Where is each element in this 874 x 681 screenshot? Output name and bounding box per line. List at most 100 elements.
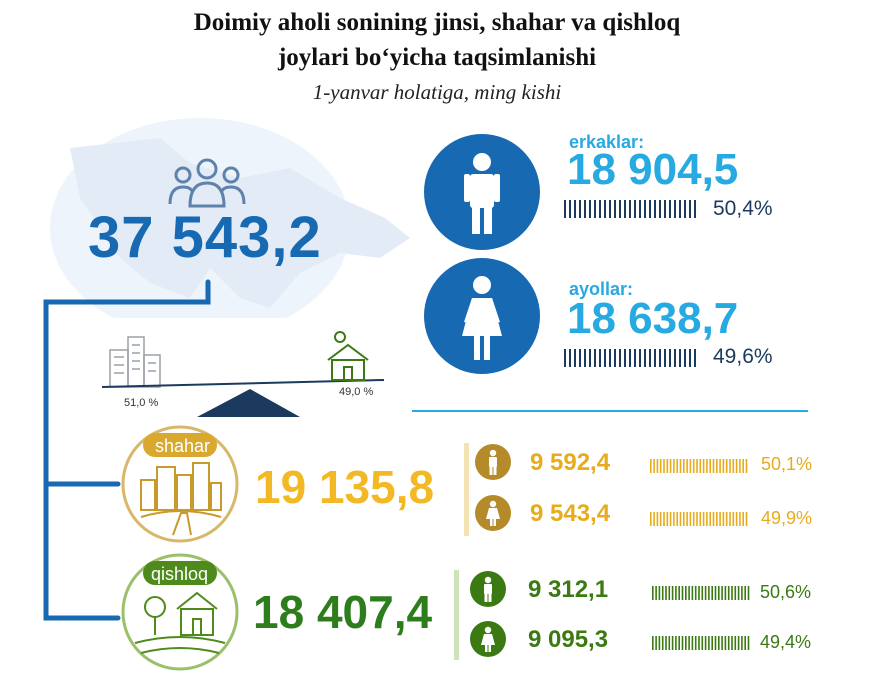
tick-mark [652,586,654,600]
tick-mark [634,349,636,367]
page-title: Doimiy aholi sonining jinsi, shahar va q… [193,9,681,36]
tick-mark [727,586,730,600]
tick-mark [659,200,661,218]
tick-mark [614,349,616,367]
tick-mark [721,636,723,650]
urban-women-value: 9 543,4 [530,500,611,527]
tick-mark [714,586,717,600]
tick-mark [665,636,667,650]
tick-mark [732,512,735,526]
tick-mark [629,200,631,218]
tick-mark [634,200,636,218]
tick-mark [676,459,678,473]
tick-mark [694,349,696,367]
total-population-value: 37 543,2 [88,205,322,270]
tick-mark [661,636,664,650]
tick-mark [659,349,661,367]
tick-mark [721,586,723,600]
tick-mark [653,512,655,526]
tick-mark [653,459,655,473]
tick-mark [650,459,652,473]
tick-mark [719,512,721,526]
tick-mark [744,636,746,650]
tick-mark [689,512,692,526]
rural-men-value: 9 312,1 [528,576,609,603]
rural-circle-icon [121,553,239,671]
rural-label: qishloq [151,564,209,584]
tick-mark [694,636,697,650]
tick-mark [674,200,676,218]
tick-mark [681,636,684,650]
tick-mark [678,586,680,600]
rural-total-value: 18 407,4 [253,586,433,638]
tick-mark [739,459,741,473]
urban-women-icon [475,495,511,531]
tick-mark [747,636,750,650]
tick-mark [574,349,576,367]
tick-mark [731,586,733,600]
tick-mark [594,349,596,367]
tick-mark [691,586,694,600]
tick-mark [741,586,743,600]
urban-men-icon [475,444,511,480]
tick-mark [663,459,665,473]
page-subtitle: 1-yanvar holatiga, ming kishi [312,80,562,104]
tick-mark [668,636,671,650]
tick-mark [718,636,720,650]
tick-mark [669,512,672,526]
tick-mark [624,200,626,218]
tick-mark [708,586,710,600]
tick-mark [745,512,748,526]
tick-mark [589,349,591,367]
tick-mark [685,636,687,650]
tick-mark [644,200,646,218]
tick-mark [696,459,698,473]
tick-mark [664,200,666,218]
tick-mark [584,200,586,218]
rural-women-tick-bar [652,636,750,650]
tick-mark [671,586,674,600]
tick-mark [669,200,671,218]
tick-mark [725,512,728,526]
women-value: 18 638,7 [567,294,739,343]
tick-mark [579,349,581,367]
tick-mark [679,200,681,218]
tick-mark [656,512,659,526]
tick-mark [724,586,727,600]
tick-mark [681,586,684,600]
tick-mark [678,636,680,650]
tick-mark [659,512,662,526]
tick-mark [655,636,657,650]
tick-mark [683,512,685,526]
tick-mark [704,586,707,600]
tick-mark [661,586,664,600]
tick-mark [659,459,662,473]
tick-mark [609,200,611,218]
tick-mark [692,512,695,526]
women-tick-bar [564,349,696,367]
tick-mark [694,586,697,600]
tick-mark [656,459,659,473]
tick-mark [664,349,666,367]
city-buildings-icon [109,336,161,388]
balance-scale [101,331,385,417]
tick-mark [674,349,676,367]
rural-share-percent: 49,0 % [339,386,374,398]
tick-mark [694,200,696,218]
tick-mark [599,200,601,218]
tick-mark [699,512,702,526]
rural-men-tick-bar [652,586,750,600]
tick-mark [669,459,672,473]
tick-mark [716,459,718,473]
tick-mark [689,459,692,473]
tick-mark [685,586,687,600]
tick-mark [737,636,740,650]
tick-mark [564,349,566,367]
tick-mark [739,512,741,526]
tick-mark [666,459,669,473]
tick-mark [706,459,708,473]
people-group-icon [168,158,246,208]
tick-mark [654,200,656,218]
tick-mark [658,586,661,600]
tick-mark [619,349,621,367]
